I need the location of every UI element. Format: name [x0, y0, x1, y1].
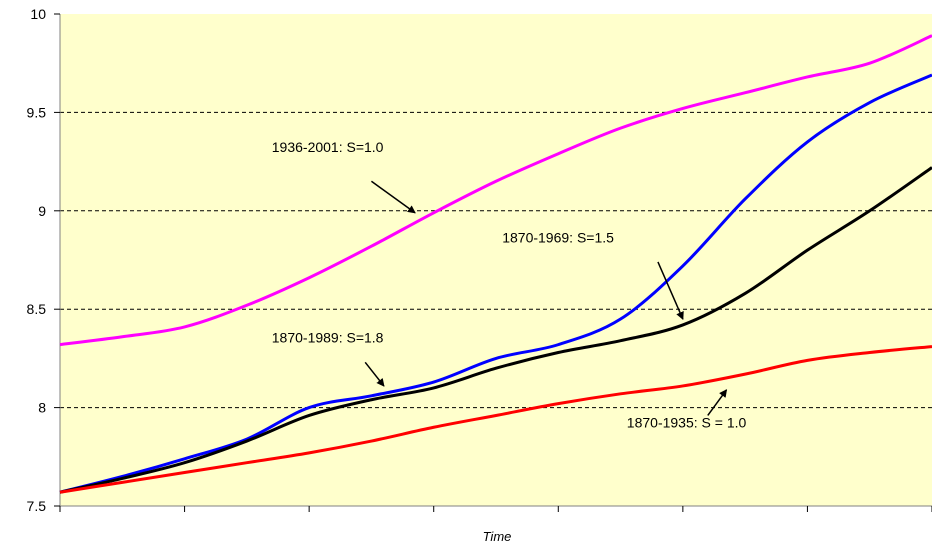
y-tick-label: 10 — [30, 6, 46, 22]
plot-area — [60, 14, 932, 506]
annotations: 1936-2001: S=1.0 1870-1969: S=1.5 1870-198… — [272, 139, 747, 431]
series-line-1 — [59, 34, 932, 347]
y-tick-label: 8 — [38, 400, 46, 416]
y-tick-label: 8.5 — [27, 301, 47, 317]
annotation-arrow — [370, 180, 416, 214]
y-tick-label: 9 — [38, 203, 46, 219]
y-tick-label: 9.5 — [27, 104, 47, 120]
series-line-4 — [59, 345, 932, 494]
series-line-3 — [59, 166, 932, 494]
x-axis-title: Time — [483, 529, 512, 544]
axes: 7.5 8 8.5 9 9.5 10 — [27, 6, 932, 514]
annotation-label: 1936-2001: S=1.0 — [272, 139, 384, 155]
series-lines — [59, 34, 932, 494]
annotation-label: 1870-1969: S=1.5 — [502, 229, 614, 245]
y-tick-label: 7.5 — [27, 498, 47, 514]
annotation-arrow — [707, 389, 728, 416]
annotation-arrow — [364, 361, 385, 387]
annotation-label: 1870-1989: S=1.8 — [272, 330, 384, 346]
series-line-2 — [59, 73, 932, 494]
gridlines — [60, 111, 932, 409]
annotation-arrow — [657, 261, 684, 320]
annotation-label: 1870-1935: S = 1.0 — [627, 414, 747, 430]
